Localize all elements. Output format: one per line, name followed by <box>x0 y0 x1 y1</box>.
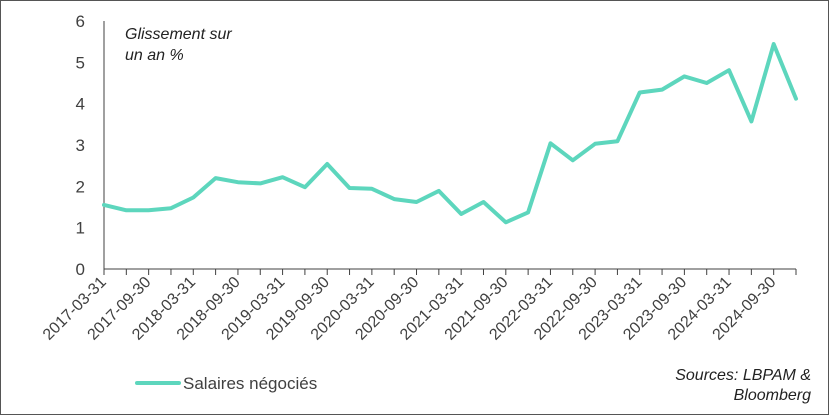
data-point <box>660 88 664 92</box>
data-point <box>303 185 307 189</box>
data-point <box>214 176 218 180</box>
data-point <box>147 208 151 212</box>
data-point <box>548 141 553 145</box>
source-line-1: Sources: LBPAM & <box>675 367 811 384</box>
x-axis <box>103 268 797 275</box>
data-point <box>504 220 508 224</box>
data-point <box>169 206 173 210</box>
data-point <box>593 142 597 146</box>
data-point <box>124 208 128 212</box>
data-point <box>571 158 575 162</box>
data-point <box>682 74 686 78</box>
data-point <box>459 212 463 216</box>
series-line <box>102 42 798 225</box>
data-point <box>638 90 642 95</box>
data-point <box>481 200 486 204</box>
annotation-line-2: un an % <box>125 47 184 64</box>
series-layer <box>102 42 798 225</box>
data-point <box>705 81 709 85</box>
data-point <box>414 200 419 204</box>
y-tick-label: 2 <box>76 177 85 196</box>
data-point <box>258 181 262 186</box>
legend: Salaires négociés <box>135 374 317 393</box>
x-axis-ticks: 2017-03-312017-09-302018-03-312018-09-30… <box>40 274 780 344</box>
y-tick-label: 4 <box>76 95 85 114</box>
data-point <box>236 180 240 184</box>
source-line-2: Bloomberg <box>734 387 811 404</box>
y-tick-label: 5 <box>76 53 85 72</box>
data-point <box>102 203 106 207</box>
y-tick-label: 1 <box>76 219 85 238</box>
y-tick-label: 3 <box>76 136 85 155</box>
data-point <box>392 197 396 201</box>
data-point <box>280 175 285 179</box>
legend-label: Salaires négociés <box>183 374 317 393</box>
y-tick-label: 6 <box>76 12 85 31</box>
y-tick-label: 0 <box>76 260 85 279</box>
y-axis-ticks: 0 1 2 3 4 5 6 <box>76 12 85 279</box>
data-point <box>615 139 620 143</box>
data-point <box>749 119 753 124</box>
data-point <box>347 186 352 190</box>
data-point <box>727 68 731 72</box>
data-point <box>437 189 441 193</box>
data-point <box>794 97 798 101</box>
data-point <box>526 210 530 214</box>
data-point <box>772 42 776 46</box>
annotation-line-1: Glissement sur <box>125 26 232 43</box>
data-point <box>370 187 374 191</box>
data-point <box>191 195 195 200</box>
data-point <box>325 162 329 166</box>
